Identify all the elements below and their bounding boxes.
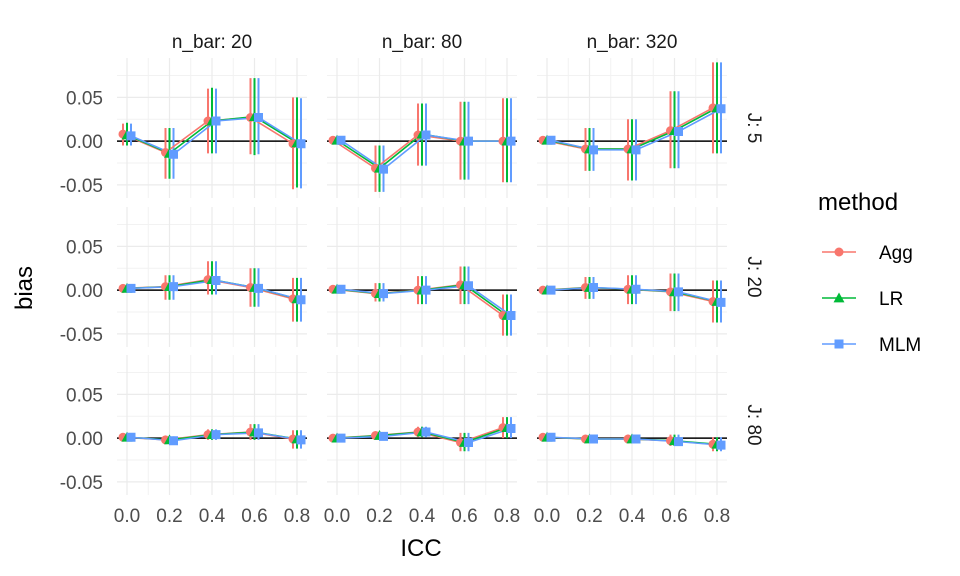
data-point-mlm (254, 283, 263, 293)
data-point-mlm (379, 289, 388, 299)
y-tick-label: 0.05 (66, 385, 103, 406)
x-axis-title: ICC (400, 535, 441, 562)
data-point-mlm (464, 438, 473, 447)
y-tick-label: 0.05 (66, 88, 103, 109)
data-point-mlm (506, 424, 516, 433)
facet-row-label: J: 20 (743, 256, 764, 297)
legend-key-agg (834, 247, 844, 257)
data-point-mlm (589, 145, 598, 155)
x-tick-label: 0.8 (284, 506, 310, 527)
data-point-mlm (126, 432, 136, 442)
data-point-mlm (716, 104, 726, 114)
data-point-mlm (546, 135, 556, 145)
data-points (118, 102, 726, 450)
data-point-mlm (631, 284, 641, 294)
x-tick-label: 0.6 (661, 506, 687, 527)
x-tick-label: 0.2 (156, 506, 182, 527)
facet-column-label: n_bar: 80 (382, 32, 462, 53)
data-point-mlm (211, 116, 221, 126)
data-point-mlm (506, 311, 516, 320)
data-point-mlm (546, 432, 556, 442)
x-tick-label: 0.6 (241, 506, 267, 527)
data-point-mlm (211, 430, 221, 440)
data-point-mlm (296, 295, 306, 305)
y-tick-label: 0.00 (66, 281, 103, 302)
data-point-mlm (379, 431, 388, 441)
data-point-mlm (421, 130, 431, 140)
legend-key-mlm (834, 339, 844, 349)
legend-key-lr (833, 292, 845, 303)
data-point-mlm (336, 433, 346, 443)
y-tick-label: 0.00 (66, 132, 103, 153)
x-tick-label: 0.2 (576, 506, 602, 527)
facet-column-label: n_bar: 320 (587, 32, 678, 53)
y-axis-title: bias (11, 266, 38, 310)
data-point-mlm (336, 135, 346, 145)
data-point-mlm (254, 113, 263, 122)
data-point-mlm (379, 164, 388, 174)
y-tick-label: -0.05 (60, 176, 103, 197)
data-point-mlm (421, 285, 431, 295)
legend-label-lr: LR (879, 289, 903, 310)
data-point-mlm (296, 435, 306, 445)
data-point-mlm (211, 276, 221, 285)
data-point-mlm (716, 297, 726, 307)
data-point-mlm (296, 139, 306, 149)
data-point-mlm (506, 136, 516, 146)
x-tick-label: 0.0 (324, 506, 350, 527)
x-tick-label: 0.4 (409, 506, 436, 527)
data-point-mlm (674, 127, 683, 136)
data-point-mlm (169, 282, 178, 292)
data-point-mlm (464, 281, 473, 291)
facet-row-label: J: 80 (743, 404, 764, 445)
x-tick-label: 0.0 (534, 506, 560, 527)
legend: method Agg LR MLM (818, 189, 921, 356)
data-point-mlm (674, 437, 683, 447)
facet-row-label: J: 5 (743, 113, 764, 144)
y-tick-label: -0.05 (60, 325, 103, 346)
text-labels: n_bar: 20 n_bar: 80 n_bar: 320 J: 5 J: 20 J: … (60, 32, 764, 527)
x-tick-label: 0.6 (451, 506, 477, 527)
x-tick-label: 0.0 (114, 506, 140, 527)
data-point-mlm (126, 283, 136, 293)
data-point-mlm (716, 440, 726, 450)
data-point-mlm (631, 434, 641, 444)
data-point-mlm (169, 436, 178, 446)
data-point-mlm (169, 149, 178, 159)
x-tick-label: 0.4 (199, 506, 226, 527)
legend-label-agg: Agg (879, 243, 913, 264)
data-point-mlm (631, 145, 641, 155)
data-point-mlm (546, 285, 556, 295)
data-point-mlm (421, 427, 431, 437)
data-point-mlm (674, 287, 683, 297)
data-point-mlm (589, 434, 598, 444)
facet-column-label: n_bar: 20 (172, 32, 252, 53)
legend-title: method (818, 189, 898, 216)
x-tick-label: 0.2 (366, 506, 392, 527)
data-point-mlm (254, 428, 263, 438)
x-tick-label: 0.8 (494, 506, 520, 527)
y-tick-label: 0.00 (66, 429, 103, 450)
legend-label-mlm: MLM (879, 335, 921, 356)
data-point-mlm (126, 131, 136, 141)
data-point-mlm (464, 136, 473, 146)
y-tick-label: 0.05 (66, 237, 103, 258)
data-point-mlm (589, 283, 598, 292)
y-tick-label: -0.05 (60, 473, 103, 494)
x-tick-label: 0.4 (619, 506, 646, 527)
data-point-mlm (336, 284, 346, 294)
x-tick-label: 0.8 (704, 506, 730, 527)
